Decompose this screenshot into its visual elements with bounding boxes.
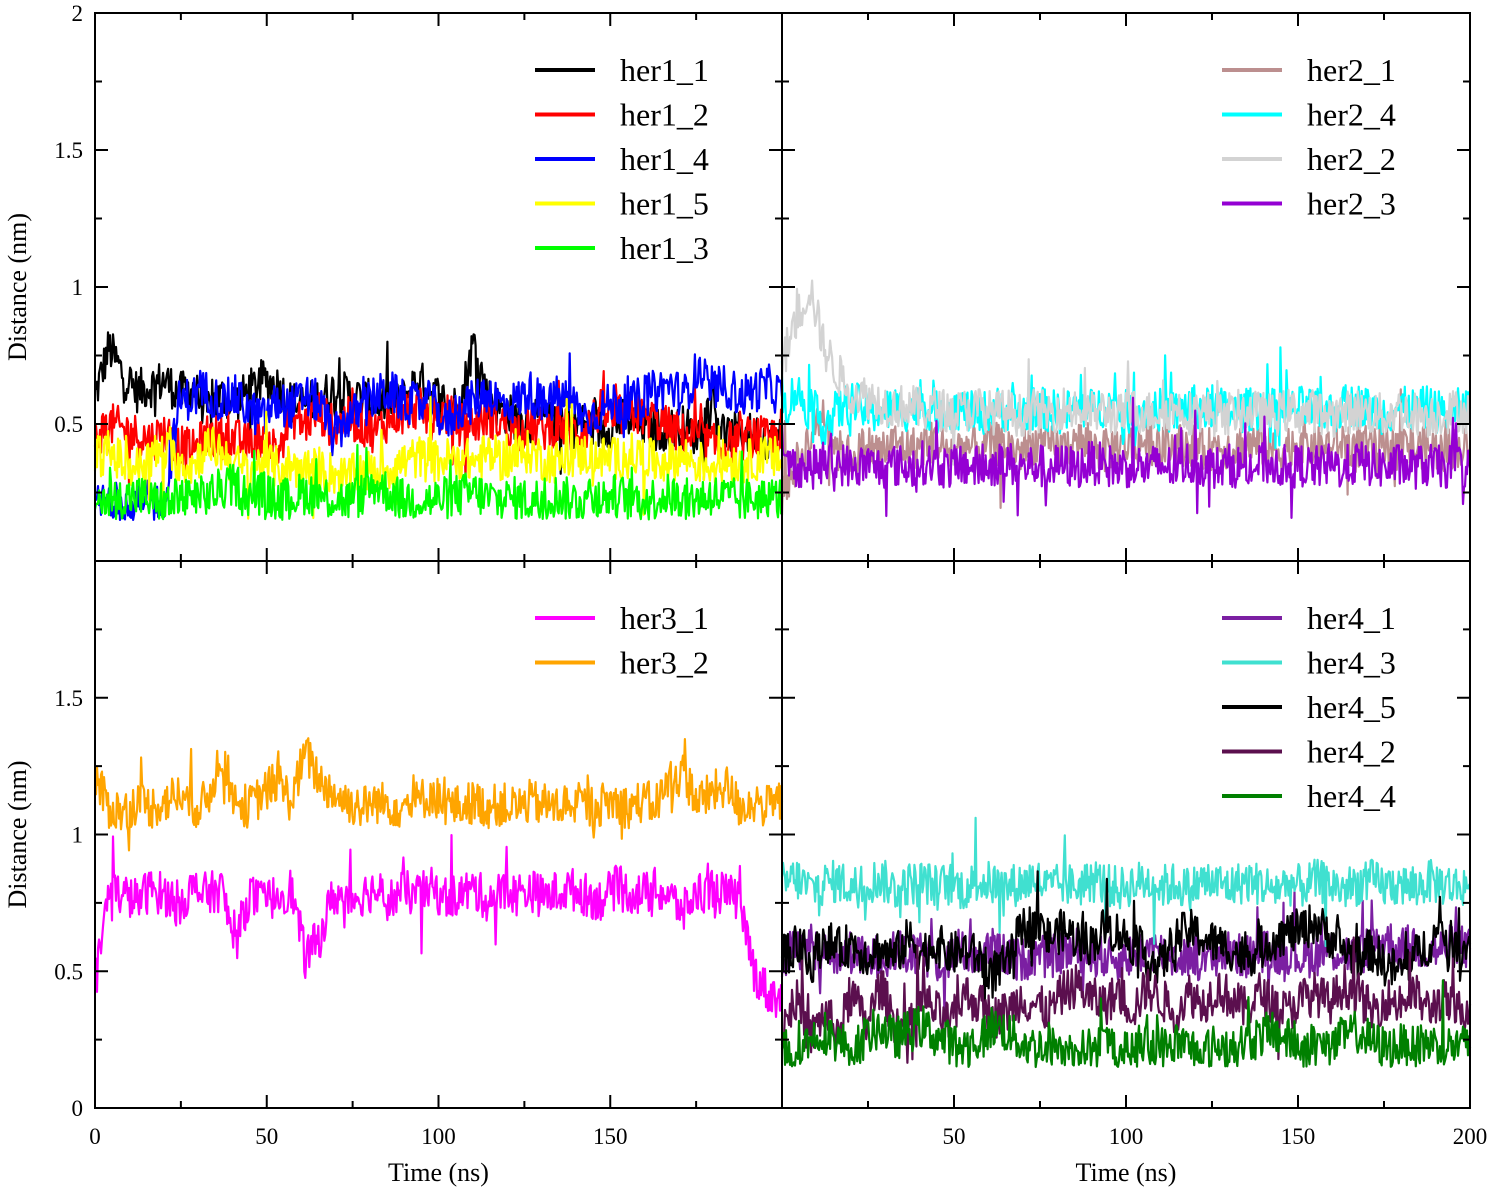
legend-label-her2_2: her2_2 [1307,141,1396,177]
y-tick-label: 1.5 [54,138,83,163]
legend: her4_1 her4_3 her4_5 her4_2 her4_4 [1222,600,1396,814]
legend-label-her4_2: her4_2 [1307,734,1396,770]
x-tick-label: 100 [421,1124,456,1149]
x-tick-label: 200 [1453,1124,1488,1149]
x-tick-label: 100 [1109,1124,1144,1149]
x-tick-label: 50 [255,1124,278,1149]
series-line-her3_1 [93,833,784,1019]
y-tick-label: 1 [72,275,84,300]
y-tick-label: 0.5 [54,959,83,984]
series-line-her4_5 [780,870,1472,1016]
legend-label-her3_2: her3_2 [620,645,709,681]
y-axis-label: Distance (nm) [3,213,32,361]
legend-label-her3_1: her3_1 [620,600,709,636]
legend-label-her1_1: her1_1 [620,52,709,88]
legend-label-her2_4: her2_4 [1307,97,1396,133]
legend: her2_1 her2_4 her2_2 her2_3 [1222,52,1396,222]
legend: her1_1 her1_2 her1_4 her1_5 her1_3 [535,52,709,266]
y-tick-label: 0.5 [54,412,83,437]
series-line-her1_4 [94,352,784,522]
legend-label-her4_1: her4_1 [1307,600,1396,636]
legend-label-her1_2: her1_2 [620,97,709,133]
series-line-her3_2 [93,737,784,852]
y-tick-label: 2 [72,1,84,26]
y-axis-label: Distance (nm) [3,760,32,908]
legend: her3_1 her3_2 [535,600,709,681]
legend-label-her4_5: her4_5 [1307,689,1396,725]
x-tick-label: 150 [593,1124,628,1149]
legend-label-her1_3: her1_3 [620,230,709,266]
x-tick-label: 50 [943,1124,966,1149]
y-tick-label: 0 [72,1096,84,1121]
x-tick-label: 0 [89,1124,101,1149]
x-axis-label: Time (ns) [1076,1158,1177,1187]
x-axis-label: Time (ns) [388,1158,489,1187]
panel-bottom-left: 0 50 100 150 0 0.5 1 1.5 Time (ns) Distance (nm) h… [3,560,784,1187]
legend-label-her4_4: her4_4 [1307,778,1396,814]
series-line-her2_3 [780,396,1472,520]
legend-label-her1_5: her1_5 [620,186,709,222]
series-line-her4_4 [780,979,1472,1069]
y-tick-label: 1 [72,823,84,848]
panel-top-right: her2_1 her2_4 her2_2 her2_3 [780,12,1472,562]
legend-label-her2_1: her2_1 [1307,52,1396,88]
series-line-her4_3 [780,816,1471,948]
legend-label-her2_3: her2_3 [1307,186,1396,222]
y-tick-label: 1.5 [54,686,83,711]
series-line-her2_2 [780,279,1472,466]
x-tick-label: 150 [1281,1124,1316,1149]
series-line-her1_3 [93,443,784,521]
legend-label-her4_3: her4_3 [1307,645,1396,681]
legend-label-her1_4: her1_4 [620,141,709,177]
plot-frame [94,560,783,1109]
